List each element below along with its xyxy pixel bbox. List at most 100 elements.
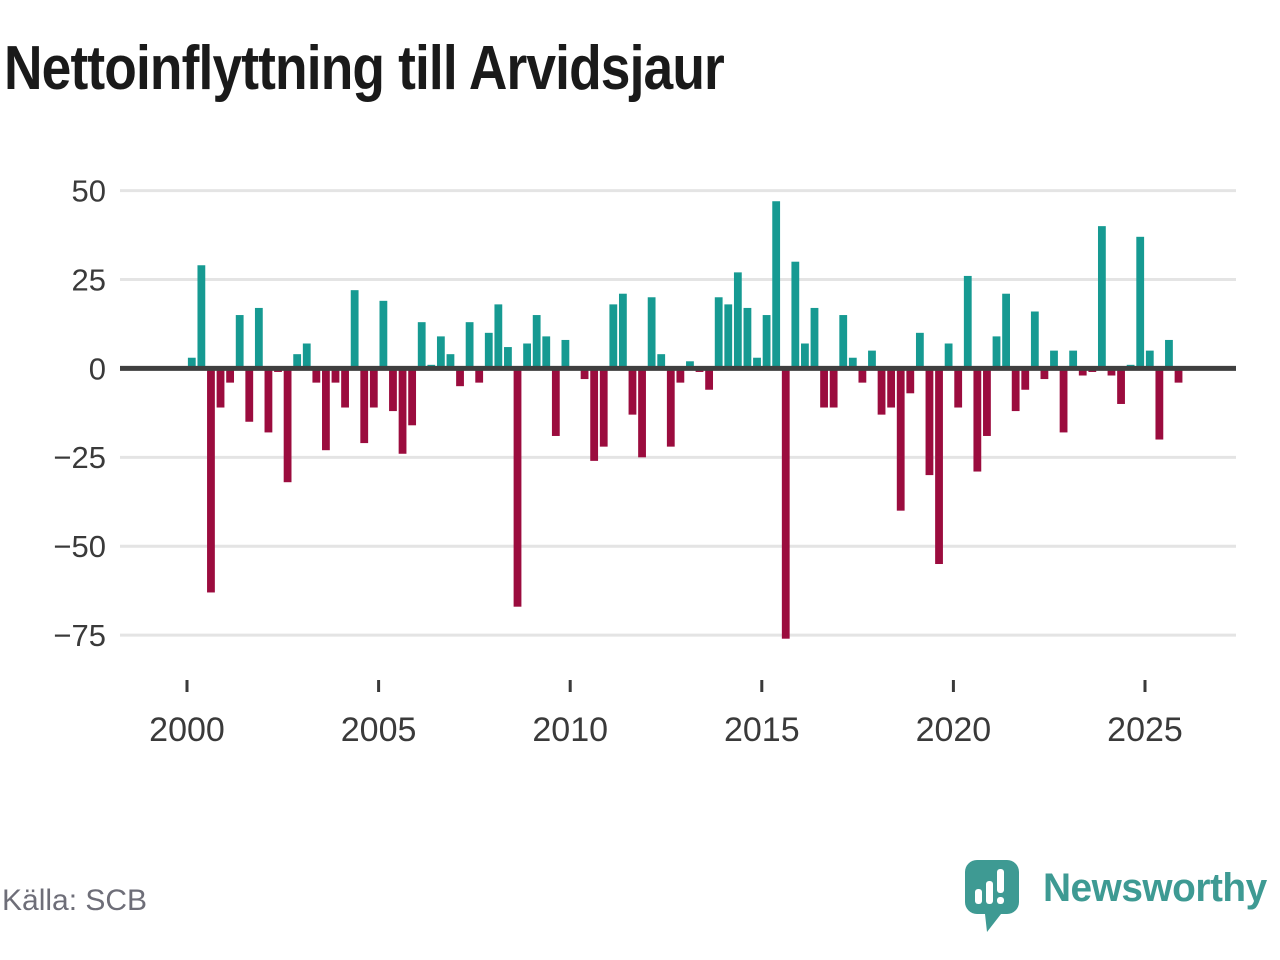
- bar-2004-q2: [350, 290, 359, 369]
- bar-2013-q1: [686, 361, 694, 369]
- bar-2009-q4: [561, 339, 570, 369]
- bar-2006-q4: [446, 354, 455, 369]
- bar-2004-q1: [341, 368, 349, 408]
- y-tick-label--75: −75: [53, 618, 106, 653]
- bar-2021-q1: [992, 336, 1001, 369]
- bar-2011-q4: [638, 368, 646, 458]
- bar-2010-q4: [599, 368, 608, 447]
- brand-lockup: Newsworthy: [963, 854, 1274, 934]
- bar-2024-q1: [1107, 368, 1116, 376]
- bar-2019-q2: [925, 368, 934, 476]
- bar-2001-q4: [254, 307, 263, 369]
- bar-2012-q1: [647, 297, 656, 369]
- bar-2023-q2: [1078, 368, 1087, 376]
- bar-2011-q1: [609, 304, 618, 369]
- bar-2009-q3: [551, 368, 560, 436]
- bar-2001-q2: [235, 315, 244, 369]
- bar-2007-q4: [484, 332, 493, 369]
- bar-2023-q1: [1069, 350, 1078, 369]
- bar-2019-q3: [935, 368, 943, 565]
- bar-2006-q1: [417, 322, 426, 369]
- bar-2014-q4: [753, 357, 761, 369]
- bar-2002-q3: [283, 368, 292, 483]
- bar-2014-q2: [733, 272, 742, 369]
- bar-2018-q1: [877, 368, 886, 415]
- bar-2013-q4: [714, 297, 723, 369]
- bar-2003-q4: [331, 368, 340, 383]
- bar-2001-q3: [245, 368, 254, 422]
- bar-2019-q1: [915, 332, 924, 369]
- y-tick-label-25: 25: [72, 262, 106, 297]
- bar-2004-q4: [369, 368, 378, 408]
- bar-2017-q1: [839, 315, 848, 369]
- bar-2000-q2: [197, 265, 206, 369]
- bar-2002-q4: [293, 354, 302, 369]
- bar-2007-q1: [456, 368, 464, 387]
- y-tick-label--25: −25: [53, 440, 106, 475]
- logo-bar-small: [975, 889, 983, 904]
- bar-2008-q2: [504, 347, 512, 369]
- bar-2024-q4: [1136, 236, 1145, 369]
- bar-2017-q3: [858, 368, 867, 383]
- bar-2001-q1: [226, 368, 235, 383]
- bar-2010-q3: [590, 368, 599, 461]
- bar-2005-q3: [398, 368, 407, 454]
- x-tick-label-2010: 2010: [532, 711, 608, 749]
- bar-2018-q2: [887, 368, 896, 408]
- bar-2025-q2: [1155, 368, 1164, 440]
- bar-2016-q2: [810, 307, 819, 369]
- bar-2022-q1: [1030, 311, 1039, 369]
- bar-2016-q1: [801, 343, 809, 369]
- bar-2005-q2: [389, 368, 397, 412]
- bar-2015-q2: [772, 201, 781, 369]
- y-tick-label--50: −50: [53, 529, 106, 564]
- bar-2008-q1: [494, 304, 503, 369]
- bar-2015-q1: [762, 315, 771, 369]
- bar-2020-q1: [954, 368, 963, 408]
- x-tick-label-2000: 2000: [149, 711, 225, 749]
- x-tick-label-2020: 2020: [916, 711, 992, 749]
- bar-2007-q3: [475, 368, 484, 383]
- logo-exclamation-dot: [997, 897, 1005, 904]
- bar-2015-q3: [781, 368, 790, 639]
- bar-2011-q2: [618, 293, 627, 369]
- logo-exclamation-stem: [997, 869, 1005, 893]
- bar-2020-q4: [983, 368, 991, 436]
- bar-2012-q3: [666, 368, 675, 447]
- brand-wordmark: Newsworthy: [1043, 866, 1268, 910]
- bar-2011-q3: [628, 368, 637, 415]
- bar-2007-q2: [465, 322, 474, 369]
- page-title: Nettoinflyttning till Arvidsjaur: [4, 34, 725, 103]
- bar-2021-q4: [1021, 368, 1030, 390]
- bar-2025-q4: [1174, 368, 1183, 383]
- bar-2020-q2: [963, 275, 972, 369]
- x-tick-label-2015: 2015: [724, 711, 800, 749]
- bar-2023-q4: [1097, 226, 1106, 369]
- bar-2000-q3: [207, 368, 215, 593]
- bar-2003-q2: [312, 368, 321, 383]
- source-label: Källa: SCB: [2, 884, 148, 917]
- y-tick-label-50: 50: [72, 173, 106, 208]
- bar-2022-q4: [1059, 368, 1068, 433]
- bar-2010-q2: [580, 368, 589, 380]
- bar-2025-q3: [1165, 339, 1173, 369]
- bar-2025-q1: [1145, 350, 1154, 369]
- bar-2008-q3: [513, 368, 522, 607]
- bar-2017-q2: [848, 357, 857, 369]
- bar-2015-q4: [791, 261, 800, 369]
- bar-2005-q4: [408, 368, 417, 426]
- bar-2017-q4: [868, 350, 876, 369]
- bar-2021-q3: [1011, 368, 1020, 412]
- x-tick-label-2005: 2005: [341, 711, 417, 749]
- bar-2006-q3: [436, 336, 445, 369]
- bar-2019-q4: [944, 343, 953, 369]
- bar-2020-q3: [973, 368, 982, 472]
- bar-2022-q3: [1050, 350, 1058, 369]
- y-tick-label-0: 0: [89, 351, 106, 386]
- newsworthy-logo-icon: [965, 860, 1020, 932]
- bar-2003-q3: [322, 368, 330, 451]
- bar-2005-q1: [379, 300, 388, 369]
- bar-2014-q3: [743, 307, 752, 369]
